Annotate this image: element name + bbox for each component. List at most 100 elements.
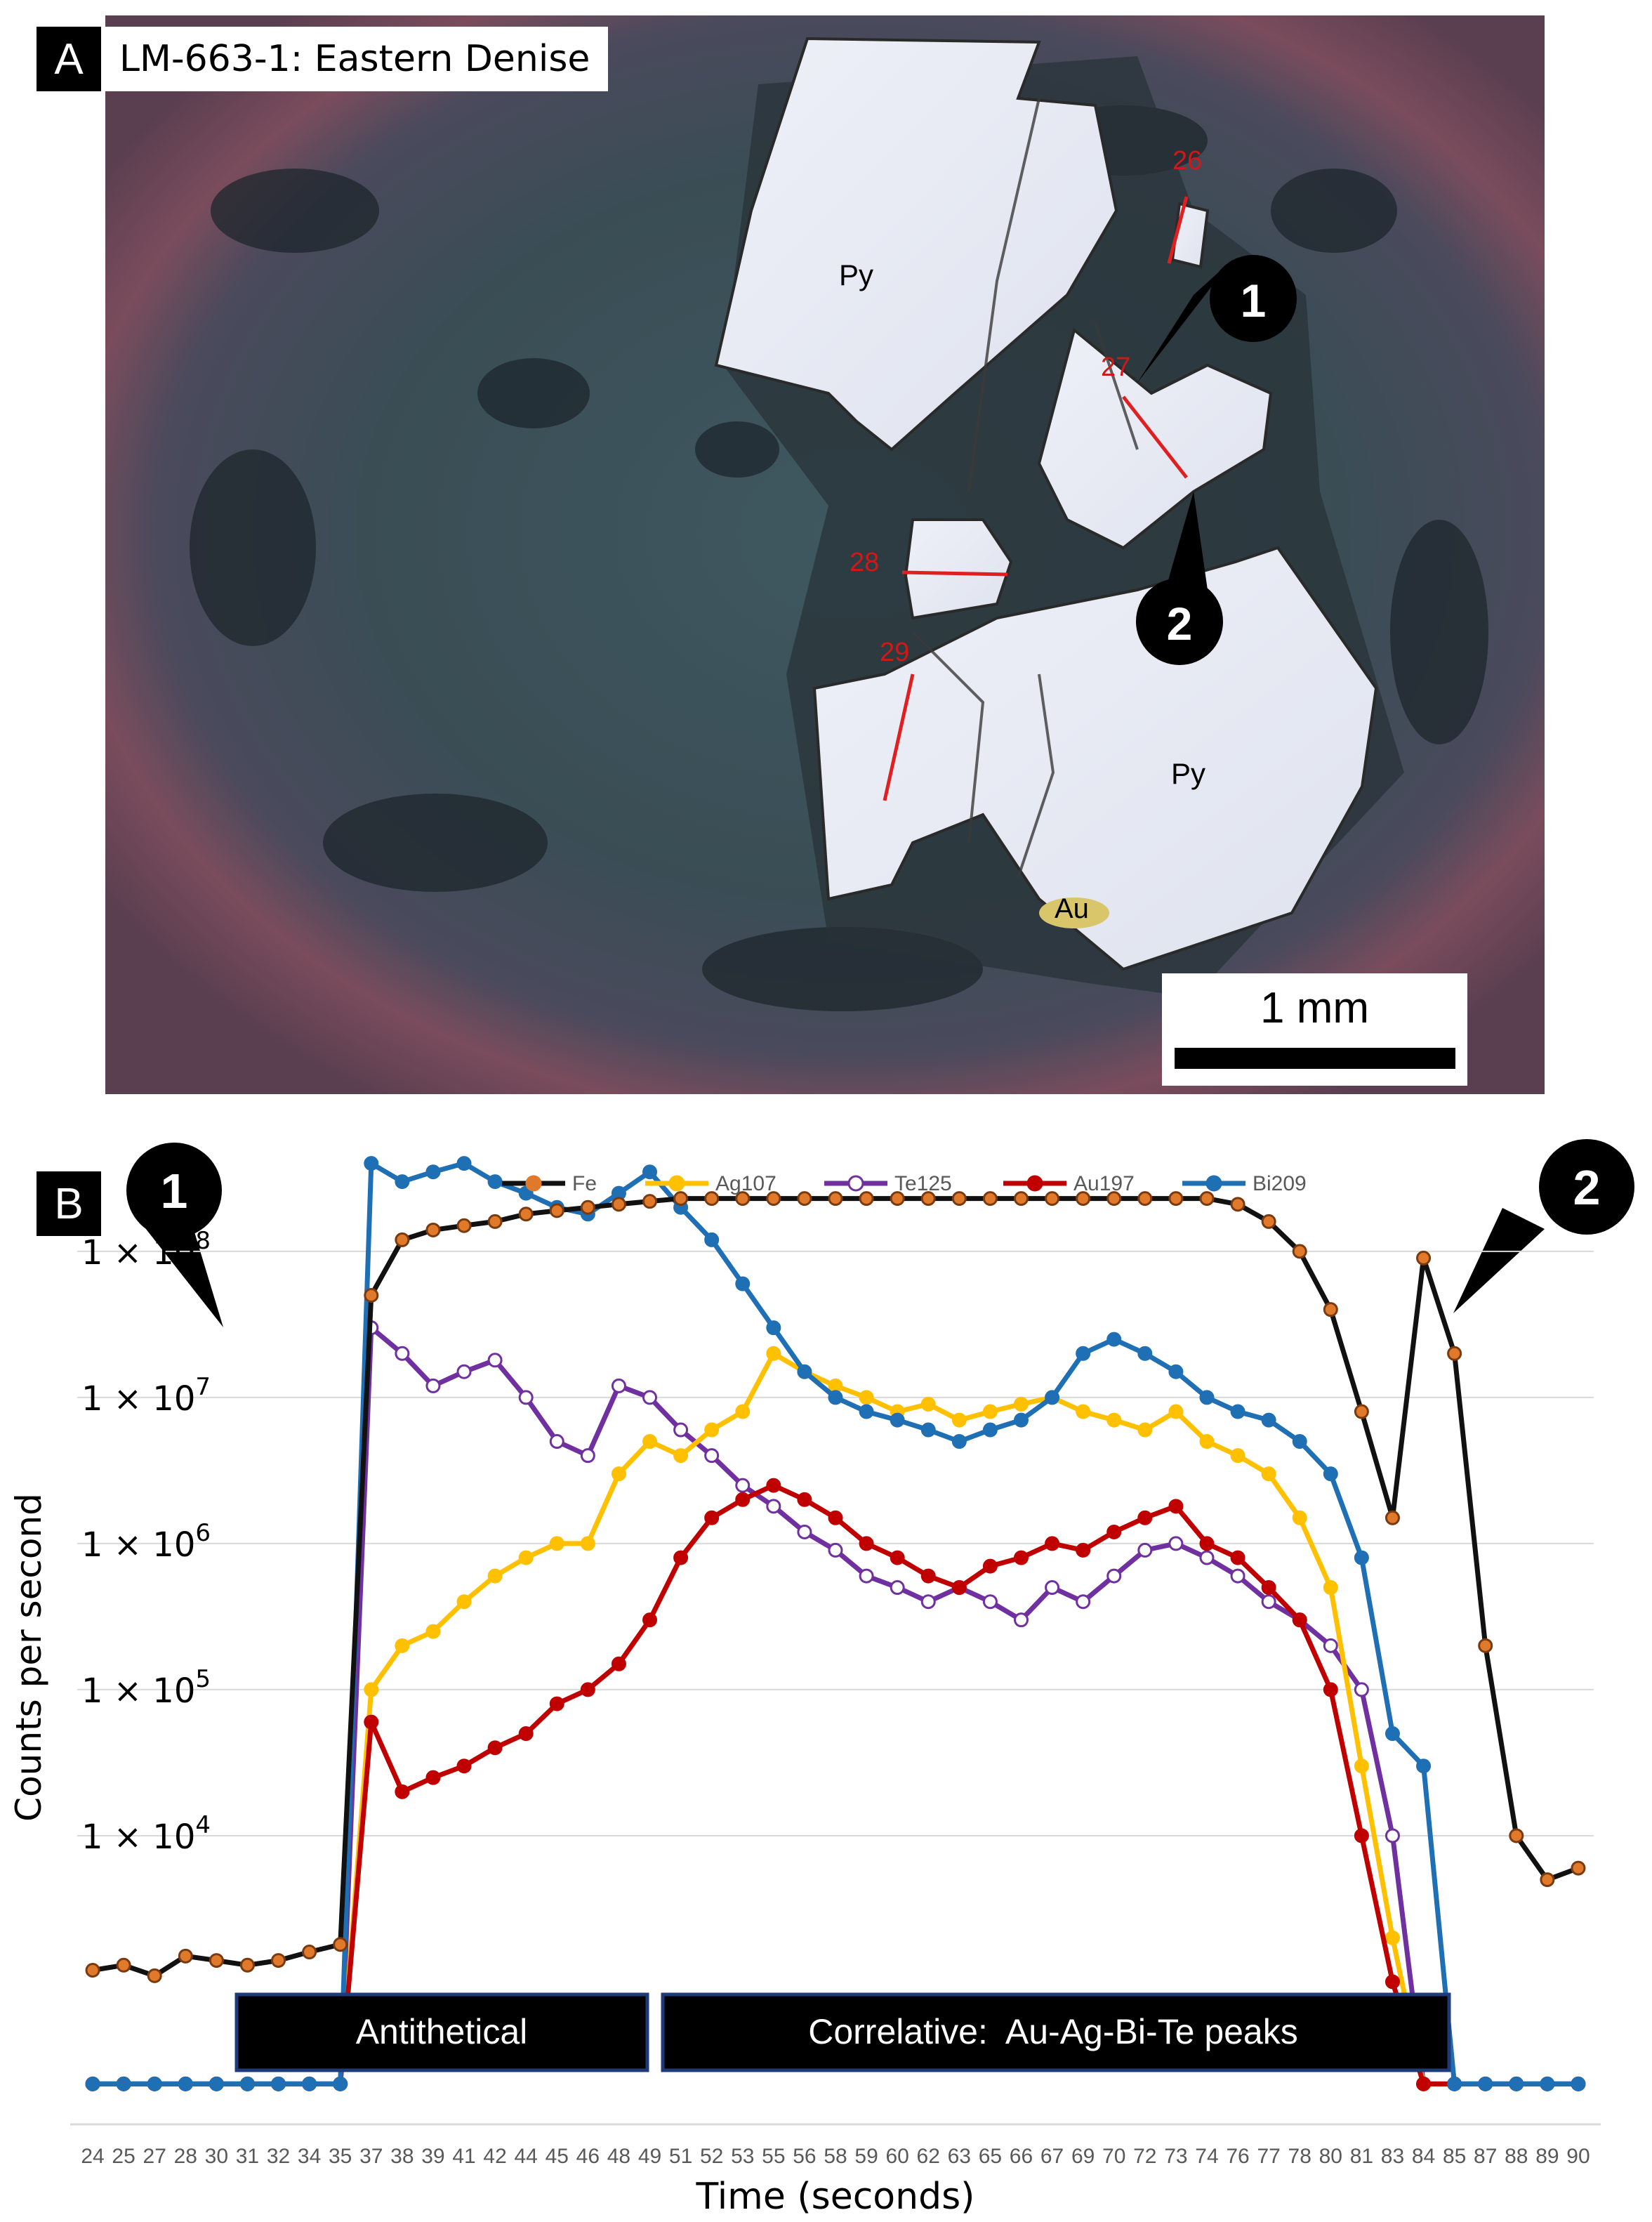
- data-point-au197: [951, 1580, 967, 1596]
- data-point-bi209: [828, 1390, 843, 1405]
- data-point-bi209: [920, 1422, 936, 1438]
- data-point-fe: [1230, 1197, 1245, 1212]
- data-point-te125: [735, 1478, 751, 1493]
- data-point-bi209: [1354, 1550, 1369, 1565]
- x-tick-label: 83: [1381, 2145, 1404, 2168]
- legend-item-au197: Au197: [1003, 1172, 1135, 1195]
- data-point-ag107: [982, 1404, 998, 1419]
- data-point-bi209: [766, 1320, 781, 1336]
- data-point-fe: [1540, 1872, 1555, 1888]
- panel-a-letter: A: [37, 27, 101, 91]
- data-point-ag107: [673, 1448, 689, 1464]
- data-point-ag107: [580, 1536, 595, 1551]
- x-tick-label: 67: [1040, 2145, 1064, 2168]
- data-point-au197: [797, 1492, 812, 1507]
- series-line-bi209: [93, 1161, 1578, 2086]
- data-point-fe: [642, 1194, 658, 1209]
- x-tick-label: 73: [1164, 2145, 1187, 2168]
- x-tick-label: 87: [1474, 2145, 1497, 2168]
- data-point-fe: [982, 1191, 998, 1207]
- data-point-fe: [1045, 1191, 1060, 1207]
- legend-label: Ag107: [715, 1172, 777, 1195]
- data-point-au197: [859, 1536, 874, 1551]
- data-point-ag107: [1106, 1412, 1122, 1428]
- data-point-au197: [425, 1770, 441, 1785]
- x-tick-label: 56: [793, 2145, 816, 2168]
- data-point-te125: [859, 1568, 874, 1584]
- data-point-bi209: [982, 1422, 998, 1438]
- series-te125: [85, 1320, 1586, 2091]
- data-point-bi209: [1076, 1346, 1091, 1361]
- x-tick-label: 25: [112, 2145, 135, 2168]
- callout-2-b: 2: [1453, 1139, 1634, 1313]
- data-point-fe: [766, 1191, 781, 1207]
- x-tick-label: 85: [1443, 2145, 1466, 2168]
- data-point-bi209: [704, 1232, 720, 1247]
- data-point-te125: [1106, 1568, 1122, 1584]
- data-point-te125: [890, 1580, 905, 1596]
- transect-lines: [883, 196, 1189, 801]
- data-point-au197: [1106, 1524, 1122, 1539]
- transect-label-26: 26: [1172, 146, 1203, 176]
- data-point-bi209: [1509, 2076, 1524, 2091]
- x-tick-label: 44: [514, 2145, 537, 2168]
- data-point-fe: [178, 1948, 193, 1964]
- data-point-fe: [1447, 1346, 1462, 1361]
- data-point-bi209: [395, 1174, 410, 1190]
- data-point-bi209: [1137, 1346, 1153, 1361]
- gold-grain: [1039, 898, 1109, 928]
- x-tick-label: 31: [236, 2145, 259, 2168]
- data-point-ag107: [1076, 1404, 1091, 1419]
- callout-1-a-label: 1: [1240, 275, 1267, 327]
- data-point-fe: [1076, 1191, 1091, 1207]
- x-tick-label: 34: [298, 2145, 321, 2168]
- data-point-bi209: [1323, 1466, 1338, 1482]
- callout-2-b-label: 2: [1573, 1160, 1601, 1215]
- x-tick-label: 39: [421, 2145, 444, 2168]
- data-point-te125: [549, 1434, 564, 1449]
- data-point-fe: [302, 1945, 317, 1960]
- data-point-bi209: [85, 2076, 100, 2091]
- panel-b-letter: B: [37, 1171, 101, 1236]
- data-point-bi209: [116, 2076, 131, 2091]
- data-point-fe: [673, 1191, 689, 1207]
- legend-item-bi209: Bi209: [1182, 1172, 1307, 1195]
- data-point-te125: [828, 1542, 843, 1558]
- x-tick-label: 78: [1288, 2145, 1311, 2168]
- legend-label: Bi209: [1253, 1172, 1307, 1195]
- chart-series: [85, 1156, 1586, 2091]
- data-point-te125: [1168, 1536, 1184, 1551]
- x-tick-label: 84: [1412, 2145, 1435, 2168]
- data-point-au197: [1013, 1550, 1029, 1565]
- data-point-au197: [1045, 1536, 1060, 1551]
- x-tick-label: 74: [1195, 2145, 1218, 2168]
- data-point-ag107: [735, 1404, 751, 1419]
- data-point-fe: [395, 1232, 410, 1247]
- data-point-au197: [364, 1714, 379, 1730]
- data-point-bi209: [1478, 2076, 1493, 2091]
- data-point-fe: [1106, 1191, 1122, 1207]
- data-point-ag107: [1230, 1448, 1245, 1464]
- data-point-bi209: [797, 1364, 812, 1379]
- data-point-bi209: [147, 2076, 162, 2091]
- x-tick-label: 59: [854, 2145, 878, 2168]
- data-point-au197: [395, 1784, 410, 1799]
- data-point-ag107: [704, 1422, 720, 1438]
- x-tick-label: 53: [731, 2145, 754, 2168]
- x-tick-label: 76: [1226, 2145, 1249, 2168]
- data-point-au197: [456, 1758, 472, 1774]
- data-point-bi209: [239, 2076, 255, 2091]
- series-ag107: [85, 1346, 1586, 2091]
- x-tick-label: 52: [700, 2145, 723, 2168]
- x-tick-label: 81: [1350, 2145, 1373, 2168]
- x-tick-label: 41: [452, 2145, 475, 2168]
- data-point-fe: [116, 1957, 131, 1973]
- x-tick-label: 35: [329, 2145, 352, 2168]
- series-line-te125: [93, 1325, 1578, 2086]
- data-point-au197: [611, 1656, 626, 1671]
- data-point-au197: [828, 1510, 843, 1525]
- data-point-te125: [580, 1448, 595, 1464]
- data-point-bi209: [1571, 2076, 1586, 2091]
- data-point-te125: [1354, 1682, 1369, 1697]
